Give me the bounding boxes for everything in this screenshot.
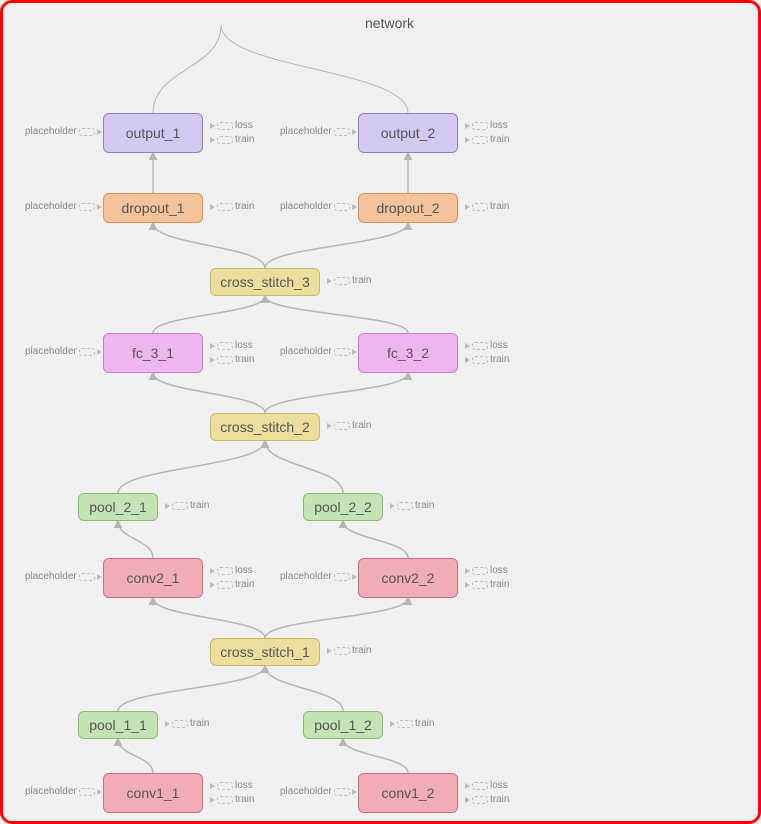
node-fc_3_2[interactable]: fc_3_2 xyxy=(358,333,458,373)
node-output_1[interactable]: output_1 xyxy=(103,113,203,153)
node-conv1_2[interactable]: conv1_2 xyxy=(358,773,458,813)
train-tag: train xyxy=(209,794,254,805)
train-tag: train xyxy=(164,718,209,729)
train-tag: train xyxy=(164,500,209,511)
placeholder-tag: placeholder xyxy=(280,786,358,797)
train-tag: train xyxy=(209,579,254,590)
train-tag: train xyxy=(209,354,254,365)
train-tag: train xyxy=(464,579,509,590)
node-conv2_1[interactable]: conv2_1 xyxy=(103,558,203,598)
train-tag: train xyxy=(326,420,371,431)
canvas: network output_1placeholderlosstrainoutp… xyxy=(0,0,761,824)
train-tag: train xyxy=(209,201,254,212)
node-pool_1_1[interactable]: pool_1_1 xyxy=(78,711,158,739)
diagram-title: network xyxy=(365,15,414,31)
loss-tag: loss xyxy=(209,340,253,351)
node-output_2[interactable]: output_2 xyxy=(358,113,458,153)
placeholder-tag: placeholder xyxy=(280,346,358,357)
node-pool_2_1[interactable]: pool_2_1 xyxy=(78,493,158,521)
train-tag: train xyxy=(464,794,509,805)
loss-tag: loss xyxy=(209,120,253,131)
node-cs2[interactable]: cross_stitch_2 xyxy=(210,413,320,441)
node-pool_1_2[interactable]: pool_1_2 xyxy=(303,711,383,739)
loss-tag: loss xyxy=(209,565,253,576)
node-conv2_2[interactable]: conv2_2 xyxy=(358,558,458,598)
train-tag: train xyxy=(464,134,509,145)
placeholder-tag: placeholder xyxy=(25,571,103,582)
loss-tag: loss xyxy=(464,120,508,131)
train-tag: train xyxy=(326,275,371,286)
placeholder-tag: placeholder xyxy=(280,571,358,582)
train-tag: train xyxy=(209,134,254,145)
loss-tag: loss xyxy=(464,340,508,351)
node-dropout_1[interactable]: dropout_1 xyxy=(103,193,203,223)
node-conv1_1[interactable]: conv1_1 xyxy=(103,773,203,813)
placeholder-tag: placeholder xyxy=(25,346,103,357)
placeholder-tag: placeholder xyxy=(25,786,103,797)
node-fc_3_1[interactable]: fc_3_1 xyxy=(103,333,203,373)
placeholder-tag: placeholder xyxy=(25,201,103,212)
node-dropout_2[interactable]: dropout_2 xyxy=(358,193,458,223)
placeholder-tag: placeholder xyxy=(25,126,103,137)
placeholder-tag: placeholder xyxy=(280,126,358,137)
train-tag: train xyxy=(464,201,509,212)
loss-tag: loss xyxy=(209,780,253,791)
node-cs1[interactable]: cross_stitch_1 xyxy=(210,638,320,666)
loss-tag: loss xyxy=(464,780,508,791)
train-tag: train xyxy=(389,718,434,729)
node-cs3[interactable]: cross_stitch_3 xyxy=(210,268,320,296)
train-tag: train xyxy=(464,354,509,365)
loss-tag: loss xyxy=(464,565,508,576)
train-tag: train xyxy=(389,500,434,511)
placeholder-tag: placeholder xyxy=(280,201,358,212)
train-tag: train xyxy=(326,645,371,656)
node-pool_2_2[interactable]: pool_2_2 xyxy=(303,493,383,521)
